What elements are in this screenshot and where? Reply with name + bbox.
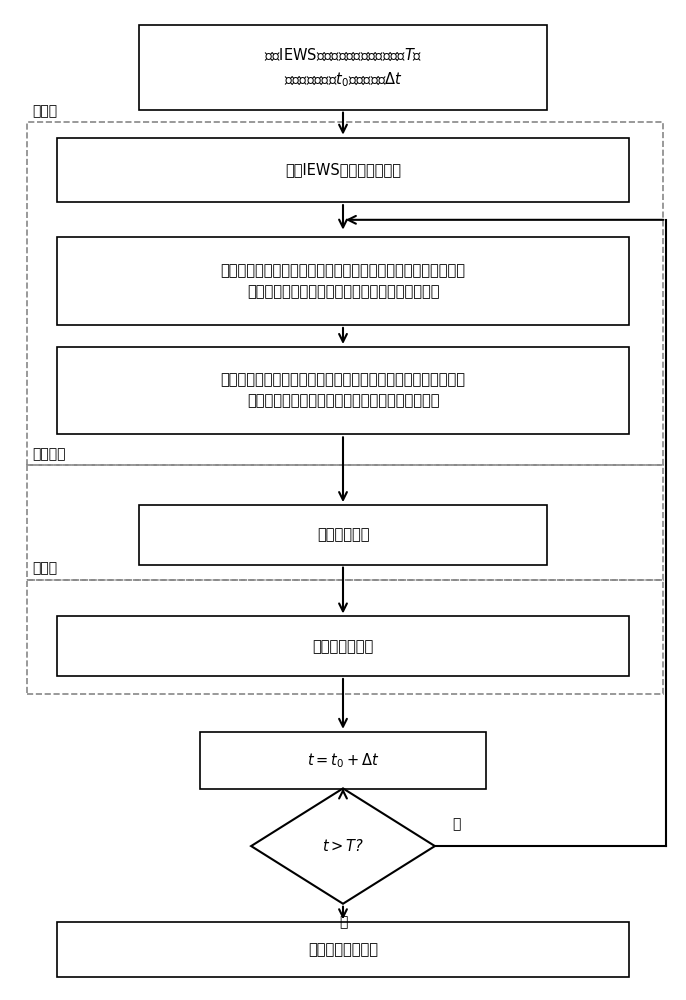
Text: 输入IEWS的初始能流分布: 输入IEWS的初始能流分布 (285, 162, 401, 177)
Text: 根据已知的上一时间步长配水网的能流分布，采用特征线法主方
程计算下一时间步长各管道中分段点的流量和水头: 根据已知的上一时间步长配水网的能流分布，采用特征线法主方 程计算下一时间步长各管… (220, 263, 466, 299)
Text: 根据节点连续性方程计算和下一时间步长各管道中分段点的流量
和水头，代入相应边界条件求解各节点流量和水头: 根据节点连续性方程计算和下一时间步长各管道中分段点的流量 和水头，代入相应边界条… (220, 373, 466, 409)
Bar (139, 505, 547, 565)
Bar (139, 25, 547, 110)
Text: 配电网潮流计算: 配电网潮流计算 (312, 639, 374, 654)
Bar (57, 138, 629, 202)
Text: 输入IEWS的网络参数，设置仿真时间$T$，
初始仿真时刻为$t_0$，仿真步长$\Delta t$: 输入IEWS的网络参数，设置仿真时间$T$， 初始仿真时刻为$t_0$，仿真步长… (263, 46, 423, 89)
Text: 配电网: 配电网 (32, 562, 57, 576)
Text: 配水网: 配水网 (32, 104, 57, 118)
Bar (57, 347, 629, 434)
Bar (27, 580, 663, 694)
Bar (57, 237, 629, 325)
Text: $t = t_0+\Delta t$: $t = t_0+\Delta t$ (307, 751, 379, 770)
Text: 耦合环节: 耦合环节 (32, 447, 66, 461)
Bar (57, 922, 629, 977)
Bar (27, 465, 663, 580)
Bar (27, 122, 663, 465)
Text: $t > T$?: $t > T$? (322, 838, 364, 854)
Text: 是: 是 (339, 916, 347, 930)
Text: 否: 否 (452, 817, 460, 831)
Text: 计算水泵功率: 计算水泵功率 (317, 527, 369, 542)
Text: 输出能流计算结果: 输出能流计算结果 (308, 942, 378, 957)
Polygon shape (251, 788, 435, 904)
Bar (57, 616, 629, 676)
Bar (200, 732, 486, 789)
